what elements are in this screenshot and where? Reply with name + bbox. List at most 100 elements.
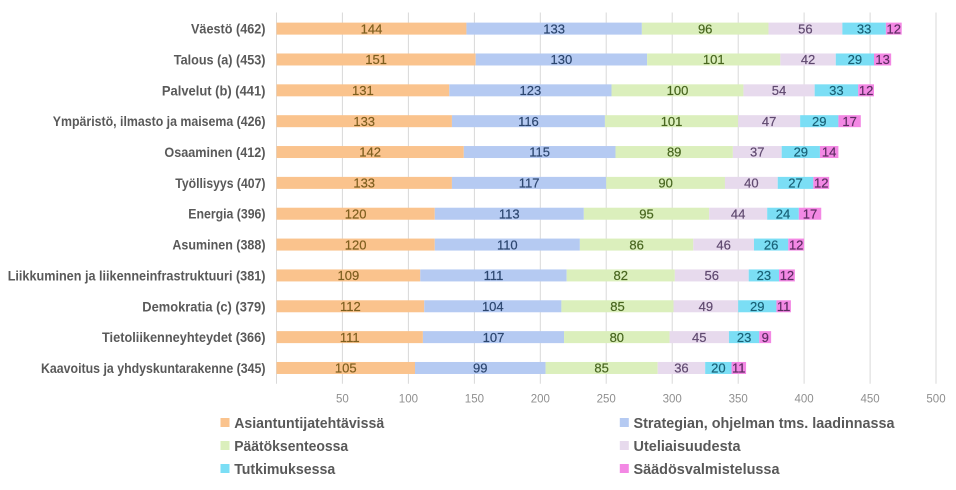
svg-text:Työllisyys (407): Työllisyys (407): [175, 175, 265, 191]
svg-text:133: 133: [353, 176, 375, 191]
svg-text:23: 23: [737, 330, 751, 345]
svg-text:500: 500: [926, 394, 945, 406]
svg-text:40: 40: [744, 176, 758, 191]
svg-text:Päätöksenteossa: Päätöksenteossa: [234, 438, 349, 455]
svg-text:17: 17: [803, 206, 817, 221]
svg-text:Asiantuntijatehtävissä: Asiantuntijatehtävissä: [234, 415, 385, 432]
svg-text:42: 42: [801, 52, 815, 67]
svg-text:116: 116: [518, 114, 539, 129]
svg-text:27: 27: [788, 176, 802, 191]
svg-text:101: 101: [661, 114, 683, 129]
svg-text:23: 23: [757, 268, 771, 283]
svg-text:29: 29: [794, 145, 808, 160]
svg-text:95: 95: [639, 206, 653, 221]
svg-text:Tutkimuksessa: Tutkimuksessa: [234, 461, 336, 478]
svg-text:17: 17: [842, 114, 856, 129]
svg-text:46: 46: [716, 237, 730, 252]
svg-text:Kaavoitus ja yhdyskuntarakenne: Kaavoitus ja yhdyskuntarakenne (345): [41, 360, 266, 376]
svg-text:11: 11: [777, 299, 791, 314]
svg-text:Ympäristö, ilmasto ja maisema: Ympäristö, ilmasto ja maisema (426): [53, 113, 266, 129]
svg-text:151: 151: [365, 52, 387, 67]
svg-text:131: 131: [352, 83, 374, 98]
svg-text:12: 12: [814, 176, 828, 191]
svg-text:Asuminen (388): Asuminen (388): [172, 237, 265, 253]
svg-text:96: 96: [698, 21, 712, 36]
svg-text:144: 144: [361, 21, 383, 36]
svg-text:Osaaminen (412): Osaaminen (412): [164, 144, 265, 160]
svg-text:Tietoliikenneyhteydet (366): Tietoliikenneyhteydet (366): [102, 329, 266, 345]
svg-text:100: 100: [399, 394, 418, 406]
svg-text:Demokratia (c) (379): Demokratia (c) (379): [142, 298, 265, 314]
svg-text:150: 150: [465, 394, 484, 406]
svg-text:12: 12: [780, 268, 794, 283]
svg-text:33: 33: [857, 21, 871, 36]
svg-text:107: 107: [483, 330, 505, 345]
svg-text:Energia (396): Energia (396): [188, 206, 265, 222]
svg-text:350: 350: [729, 394, 748, 406]
svg-text:142: 142: [359, 145, 381, 160]
svg-text:99: 99: [473, 361, 487, 376]
svg-text:36: 36: [674, 361, 688, 376]
svg-text:400: 400: [795, 394, 814, 406]
svg-text:133: 133: [353, 114, 375, 129]
svg-text:200: 200: [531, 394, 550, 406]
svg-text:14: 14: [822, 145, 836, 160]
svg-text:24: 24: [776, 206, 790, 221]
svg-text:54: 54: [772, 83, 786, 98]
svg-text:Liikkuminen ja liikenneinfrast: Liikkuminen ja liikenneinfrastruktuuri (…: [8, 267, 266, 283]
svg-text:29: 29: [848, 52, 862, 67]
svg-text:86: 86: [629, 237, 643, 252]
svg-text:111: 111: [484, 268, 504, 283]
svg-text:105: 105: [335, 361, 357, 376]
svg-text:101: 101: [703, 52, 725, 67]
svg-text:100: 100: [667, 83, 689, 98]
svg-text:33: 33: [829, 83, 843, 98]
svg-text:117: 117: [519, 176, 540, 191]
svg-text:29: 29: [750, 299, 764, 314]
svg-text:45: 45: [692, 330, 706, 345]
svg-text:112: 112: [340, 299, 361, 314]
svg-text:20: 20: [711, 361, 725, 376]
svg-text:85: 85: [610, 299, 624, 314]
svg-text:Säädösvalmistelussa: Säädösvalmistelussa: [634, 461, 781, 478]
svg-text:113: 113: [499, 206, 520, 221]
svg-text:110: 110: [497, 237, 518, 252]
svg-text:29: 29: [812, 114, 826, 129]
svg-text:11: 11: [732, 361, 746, 376]
svg-text:Talous (a) (453): Talous (a) (453): [174, 52, 266, 68]
svg-text:56: 56: [705, 268, 719, 283]
svg-text:300: 300: [663, 394, 682, 406]
svg-text:250: 250: [597, 394, 616, 406]
svg-text:133: 133: [543, 21, 565, 36]
svg-text:85: 85: [594, 361, 608, 376]
svg-text:47: 47: [762, 114, 776, 129]
svg-text:9: 9: [762, 330, 769, 345]
svg-text:37: 37: [750, 145, 764, 160]
svg-text:450: 450: [861, 394, 880, 406]
svg-text:115: 115: [529, 145, 550, 160]
svg-text:49: 49: [699, 299, 713, 314]
svg-text:Uteliaisuudesta: Uteliaisuudesta: [634, 438, 742, 455]
svg-text:120: 120: [345, 237, 367, 252]
svg-text:Väestö (462): Väestö (462): [191, 21, 266, 37]
svg-text:130: 130: [551, 52, 573, 67]
svg-text:50: 50: [336, 394, 349, 406]
svg-text:12: 12: [789, 237, 803, 252]
svg-text:12: 12: [887, 21, 901, 36]
svg-text:90: 90: [658, 176, 672, 191]
svg-text:82: 82: [614, 268, 628, 283]
svg-text:Strategian, ohjelman tms. laad: Strategian, ohjelman tms. laadinnassa: [634, 415, 896, 432]
svg-text:13: 13: [875, 52, 889, 67]
svg-text:89: 89: [667, 145, 681, 160]
svg-text:80: 80: [610, 330, 624, 345]
svg-text:120: 120: [345, 206, 367, 221]
svg-text:12: 12: [859, 83, 873, 98]
svg-text:109: 109: [338, 268, 360, 283]
svg-text:44: 44: [731, 206, 745, 221]
svg-text:56: 56: [798, 21, 812, 36]
svg-text:Palvelut (b) (441): Palvelut (b) (441): [162, 82, 266, 98]
svg-text:123: 123: [520, 83, 542, 98]
svg-text:111: 111: [340, 330, 360, 345]
svg-text:104: 104: [482, 299, 504, 314]
svg-text:26: 26: [764, 237, 778, 252]
